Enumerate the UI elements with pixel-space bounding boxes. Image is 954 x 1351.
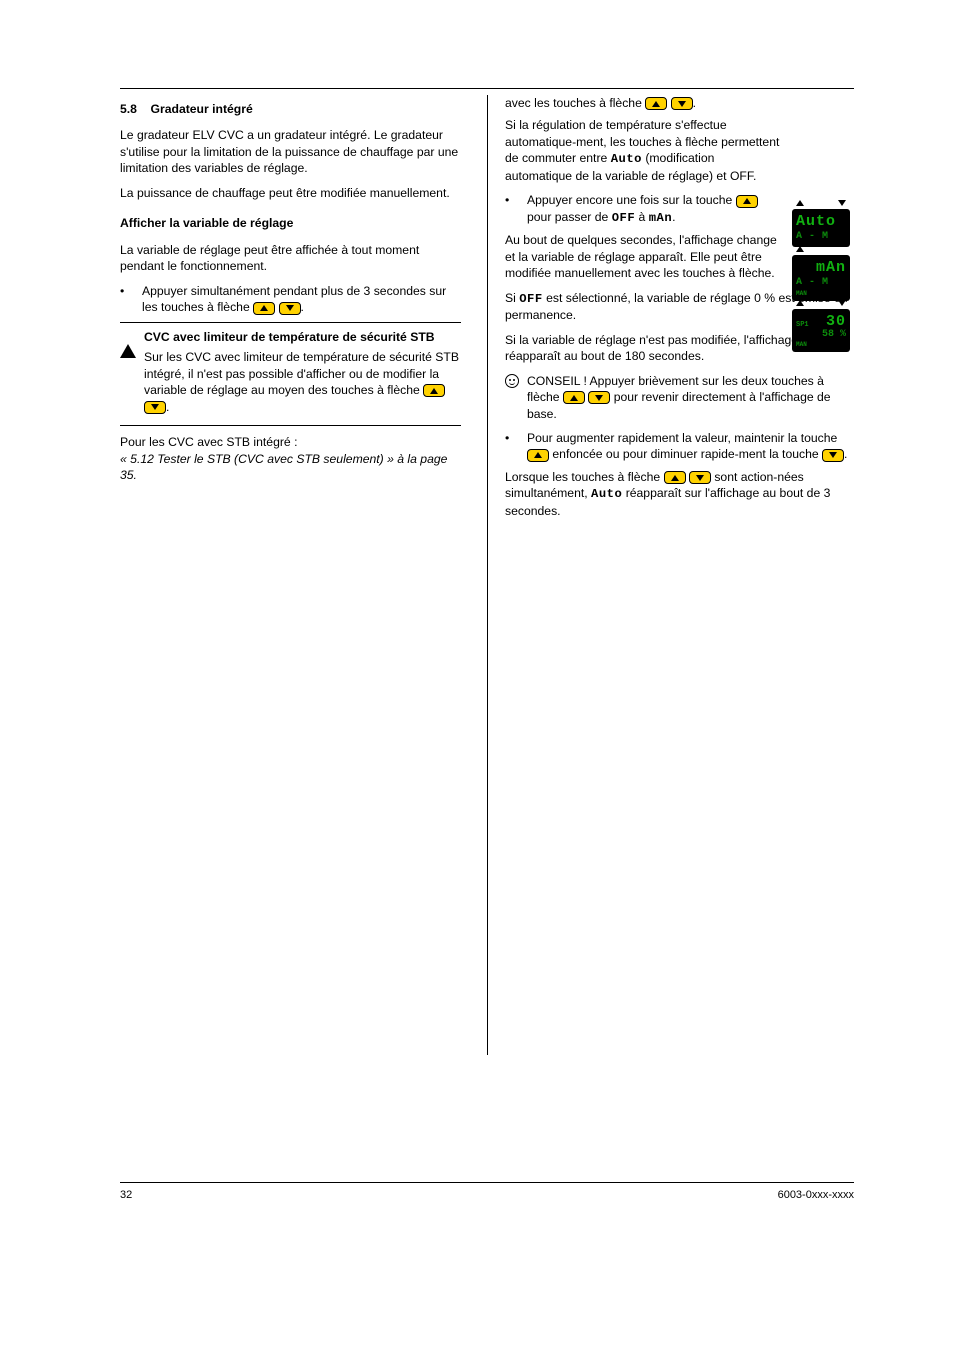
tip-note: CONSEIL ! Appuyer brièvement sur les deu… xyxy=(505,373,854,422)
note-text: Sur les CVC avec limiteur de température… xyxy=(144,350,459,397)
paragraph: Si la régulation de température s'effect… xyxy=(505,117,854,184)
lcd-tag: MAN xyxy=(796,342,846,348)
seg-man: mAn xyxy=(649,211,672,225)
lcd-line2: A - M xyxy=(796,231,846,243)
arrow-up-button-icon xyxy=(253,302,275,315)
lcd-man: mAn A - M MAN xyxy=(792,255,850,301)
list-text: avec les touches à flèche xyxy=(505,96,642,110)
arrow-down-button-icon xyxy=(588,391,610,404)
section-title: Gradateur intégré xyxy=(151,102,253,116)
arrow-down-button-icon xyxy=(822,449,844,462)
smile-icon xyxy=(505,374,519,388)
page-footer: 32 6003-0xxx-xxxx xyxy=(120,1188,854,1203)
lcd-sp-label: SP1 xyxy=(796,322,809,329)
arrow-up-button-icon xyxy=(664,471,686,484)
arrow-up-button-icon xyxy=(423,384,445,397)
page-number: 32 xyxy=(120,1188,132,1203)
seg-auto: Auto xyxy=(591,487,622,501)
paragraph: Lorsque les touches à flèche sont action… xyxy=(505,469,854,519)
lcd-auto: Auto A - M xyxy=(792,209,850,247)
list-item: • Appuyer simultanément pendant plus de … xyxy=(120,283,461,316)
arrow-down-button-icon xyxy=(279,302,301,315)
paragraph: La variable de réglage peut être affiché… xyxy=(120,242,461,275)
section-heading: 5.8 Gradateur intégré xyxy=(120,101,461,117)
paragraph: La puissance de chauffage peut être modi… xyxy=(120,185,461,201)
arrow-down-button-icon xyxy=(671,97,693,110)
list-item: • Pour augmenter rapidement la valeur, m… xyxy=(505,430,854,463)
lcd-line2: A - M xyxy=(796,277,846,289)
arrow-up-button-icon xyxy=(645,97,667,110)
arrow-up-button-icon xyxy=(563,391,585,404)
list-item: avec les touches à flèche . xyxy=(505,95,784,111)
note-title: CVC avec limiteur de température de sécu… xyxy=(144,329,461,345)
paragraph: Le gradateur ELV CVC a un gradateur inté… xyxy=(120,127,461,176)
seg-off: OFF xyxy=(612,211,635,225)
seg-off: OFF xyxy=(519,292,542,306)
list-tail: . xyxy=(301,300,304,314)
cross-ref: « 5.12 Tester le STB (CVC avec STB seule… xyxy=(120,452,447,482)
paragraph: Pour les CVC avec STB intégré : « 5.12 T… xyxy=(120,434,461,483)
lcd-tag: MAN xyxy=(796,291,846,297)
seg-auto: Auto xyxy=(611,152,642,166)
lcd-stack: Auto A - M mAn A - M MAN SP1 30 58 % xyxy=(792,209,854,360)
subsection-heading: Afficher la variable de réglage xyxy=(120,215,461,231)
warning-note: CVC avec limiteur de température de sécu… xyxy=(120,322,461,426)
arrow-up-button-icon xyxy=(736,195,758,208)
arrow-down-button-icon xyxy=(689,471,711,484)
section-number: 5.8 xyxy=(120,102,137,116)
lcd-line1: Auto xyxy=(796,214,846,229)
lcd-sp: SP1 30 58 % MAN xyxy=(792,309,850,352)
lcd-sp-pct: 58 % xyxy=(796,329,846,340)
warning-triangle-icon xyxy=(120,329,136,343)
lcd-sp-value: 30 xyxy=(826,314,846,329)
arrow-down-button-icon xyxy=(144,401,166,414)
arrow-up-button-icon xyxy=(527,449,549,462)
note-tail: . xyxy=(166,400,169,414)
doc-ref: 6003-0xxx-xxxx xyxy=(778,1188,854,1203)
lcd-line1: mAn xyxy=(796,260,846,275)
